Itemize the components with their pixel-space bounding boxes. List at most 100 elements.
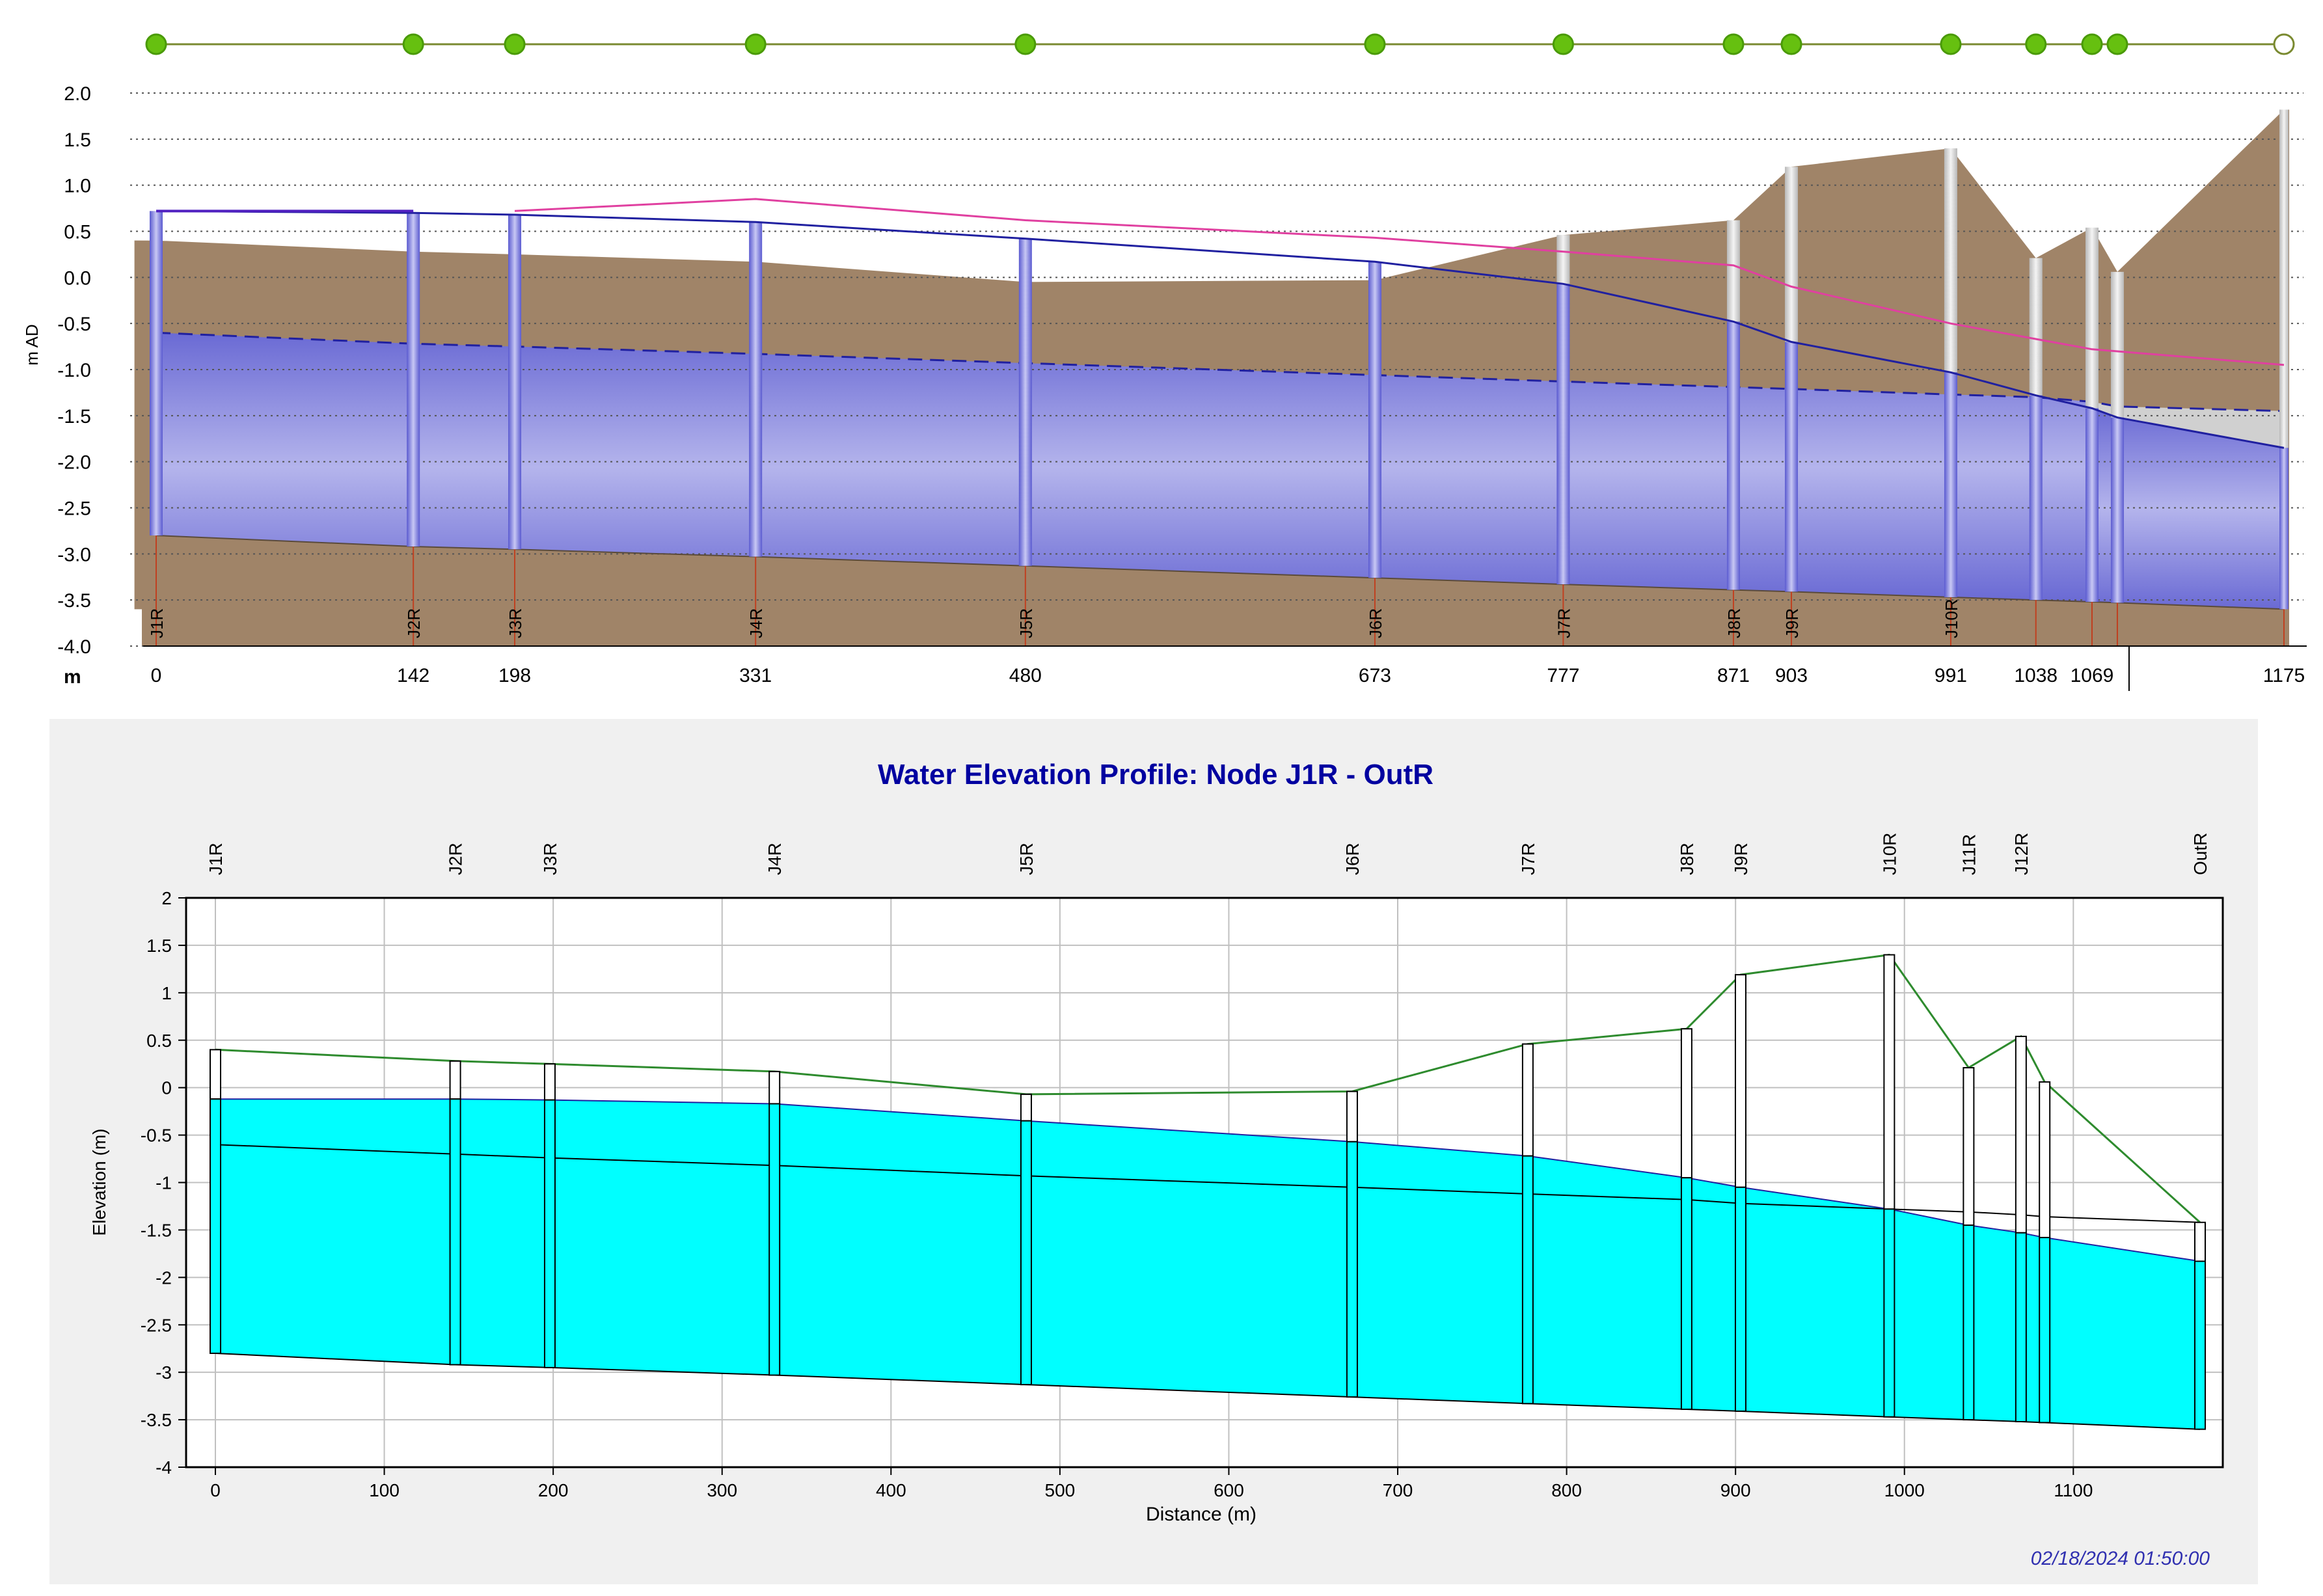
x-tick-label: 1100 (2054, 1480, 2093, 1500)
manhole-water-part (1346, 1141, 1358, 1398)
node-label: J5R (1016, 608, 1036, 638)
manhole-empty-part (1521, 1043, 1534, 1157)
x-tick-label: 0 (151, 665, 162, 686)
node-label: J3R (540, 843, 560, 875)
timestamp-label: 02/18/2024 01:50:00 (2031, 1548, 2210, 1569)
y-tick-label: -4.0 (57, 636, 91, 658)
manhole-water-part (543, 1099, 556, 1368)
y-tick-label: 0.5 (64, 222, 91, 243)
manhole-empty-part (2279, 109, 2289, 448)
node-label: J8R (1724, 608, 1744, 638)
y-tick-label: -0.5 (57, 314, 91, 335)
pipe-invert-line (215, 1353, 2201, 1430)
bottom-profile-panel: J1R J2R J3R J4R J5R J6R J7R J8R J9R J10R J11R J12R O… (49, 719, 2258, 1584)
x-tick-label: 500 (1045, 1480, 1076, 1500)
node-label: J7R (1554, 608, 1573, 638)
node-marker (1552, 33, 1574, 55)
node-label: OutR (2190, 833, 2210, 875)
x-tick-label: 673 (1359, 665, 1391, 686)
manhole-empty-part (2015, 1035, 2027, 1234)
manhole-water-part (768, 1103, 781, 1376)
node-label: J7R (1518, 843, 1538, 875)
manhole-water-part (2110, 417, 2124, 603)
node-marker (504, 33, 526, 55)
node-label: J10R (1942, 599, 1961, 638)
manhole-empty-part (1020, 1093, 1032, 1122)
y-tick-label: 0.5 (146, 1031, 172, 1051)
x-tick-label: 142 (397, 665, 429, 686)
manhole-water-part (1944, 372, 1957, 597)
chart-title: Water Elevation Profile: Node J1R - OutR (878, 759, 1433, 791)
manhole-water-part (1368, 262, 1381, 578)
y-axis-label: Elevation (m) (89, 1129, 109, 1236)
y-tick-label: -1 (156, 1173, 172, 1193)
y-tick-label: -0.5 (141, 1126, 172, 1146)
x-tick-label: 400 (876, 1480, 906, 1500)
x-tick-label: 800 (1551, 1480, 1582, 1500)
node-marker (145, 33, 167, 55)
x-tick-label: 1069 (2071, 665, 2114, 686)
manhole-empty-part (1734, 974, 1746, 1188)
manhole-water-part (1726, 321, 1740, 590)
manhole-empty-part (1963, 1067, 1975, 1226)
manhole-empty-part (1883, 954, 1895, 1210)
manhole-water-part (2039, 1237, 2051, 1424)
node-marker (1014, 33, 1037, 55)
manhole-water-part (1734, 1186, 1746, 1412)
manhole-water-part (2279, 448, 2289, 610)
magenta-level-line (514, 198, 2285, 366)
y-tick-label: -2.0 (57, 452, 91, 474)
manhole-empty-part (1944, 148, 1957, 373)
node-label: J10R (1879, 833, 1899, 875)
water-elevation-profile-chart: J1R J2R J3R J4R J5R J6R J7R J8R J9R J10R J11R J12R O… (89, 759, 2224, 1569)
manhole-water-part (1521, 1155, 1534, 1405)
top-profile-chart: 2.0 1.5 1.0 0.5 0.0 -0.5 -1.0 -1.5 -2.0 -2.5 -3.0 -… (22, 33, 2307, 691)
manhole-empty-part (1680, 1028, 1692, 1179)
y-tick-label: 1.5 (146, 936, 172, 956)
node-label: J4R (746, 608, 766, 638)
water-fill (215, 1099, 2200, 1429)
manhole-water-part (1963, 1224, 1975, 1421)
node-label: J11R (1959, 834, 1979, 875)
y-tick-label: -1.0 (57, 360, 91, 381)
manhole-empty-part (449, 1060, 461, 1100)
x-tick-label: 600 (1214, 1480, 1244, 1500)
manhole-water-part (508, 215, 522, 550)
pipe-crown-line (215, 1144, 2201, 1223)
y-tick-label: -3.0 (57, 544, 91, 565)
y-tick-label: -3 (156, 1362, 172, 1383)
pipe-empty-fill (2092, 401, 2284, 448)
manhole-water-part (150, 211, 163, 535)
x-tick-label: 331 (739, 665, 772, 686)
y-tick-label: 0.0 (64, 267, 91, 289)
node-label: J6R (1342, 843, 1363, 875)
manhole-empty-part (2039, 1081, 2051, 1239)
x-tick-label: 100 (369, 1480, 400, 1500)
node-marker (402, 33, 424, 55)
manhole-water-part (407, 213, 420, 547)
manhole-water-part (1556, 284, 1570, 585)
manhole-water-part (1680, 1177, 1692, 1411)
node-marker (1364, 33, 1386, 55)
manhole-empty-part (2110, 271, 2124, 418)
x-tick-label: 777 (1547, 665, 1579, 686)
x-axis-unit: m (64, 666, 81, 688)
x-tick-label: 871 (1717, 665, 1750, 686)
x-tick-label: 700 (1383, 1480, 1413, 1500)
manhole-water-part (1020, 1120, 1032, 1386)
node-marker (1722, 33, 1745, 55)
x-tick-label: 480 (1009, 665, 1042, 686)
y-tick-label: 1.0 (64, 176, 91, 197)
x-tick-label: 300 (707, 1480, 737, 1500)
x-tick-label: 200 (538, 1480, 569, 1500)
x-tick-label: 991 (1935, 665, 1967, 686)
manhole-water-part (449, 1098, 461, 1366)
y-tick-label: -3.5 (141, 1410, 172, 1430)
x-tick-label: 198 (498, 665, 531, 686)
y-tick-label: -4 (156, 1457, 172, 1478)
y-axis-label: m AD (22, 324, 42, 366)
ground-surface-line (215, 953, 2201, 1223)
manhole-water-part (1018, 238, 1032, 566)
y-tick-label: -1.5 (57, 406, 91, 427)
y-tick-label: 0 (161, 1078, 172, 1098)
